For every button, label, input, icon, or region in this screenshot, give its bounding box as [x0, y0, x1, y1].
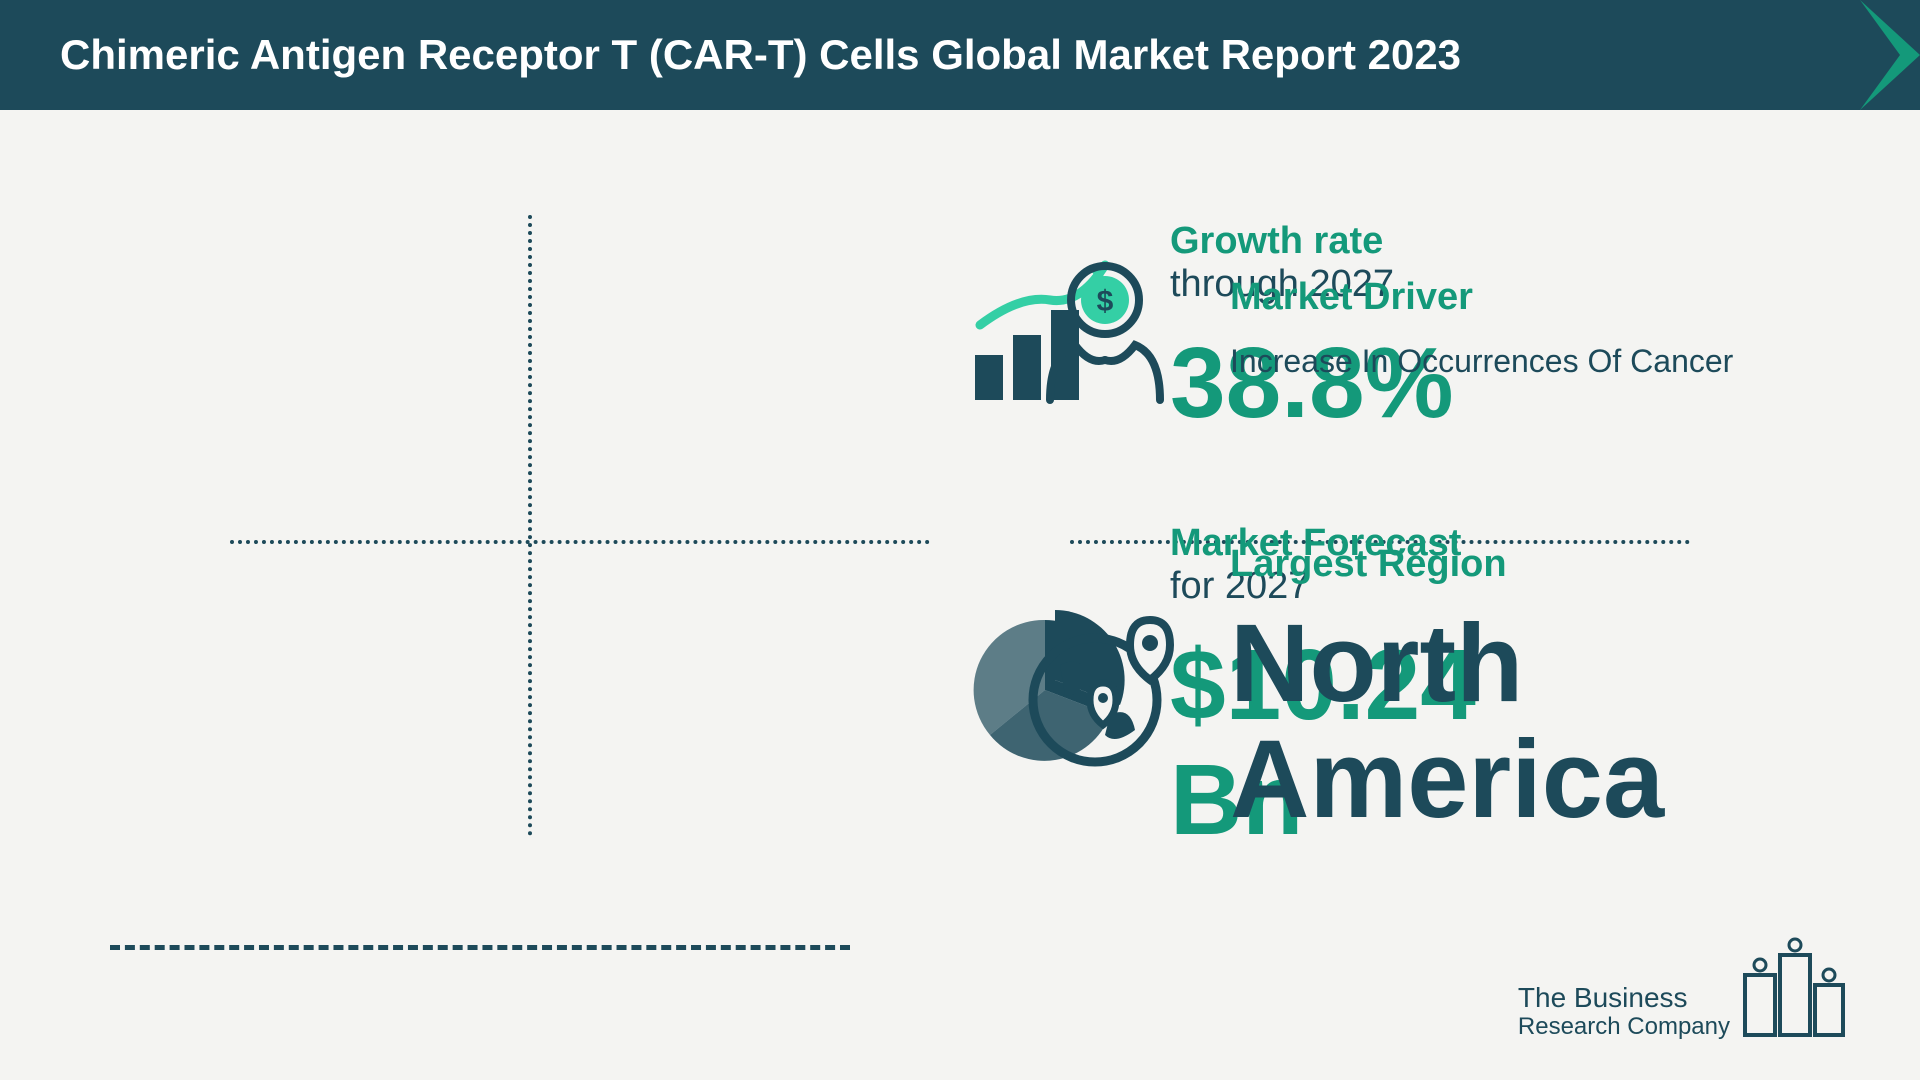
globe-pins-icon — [1020, 605, 1190, 775]
hands-coin-icon: $ — [1020, 245, 1190, 415]
driver-section: $ Market Driver Increase In Occurrences … — [1020, 180, 1780, 480]
region-value: North America — [1230, 606, 1780, 837]
region-icon — [1020, 605, 1190, 775]
report-title: Chimeric Antigen Receptor T (CAR-T) Cell… — [60, 31, 1461, 79]
content-area: Growth rate through 2027 38.8% $ — [0, 110, 1920, 1080]
header-bar: Chimeric Antigen Receptor T (CAR-T) Cell… — [0, 0, 1920, 110]
metrics-grid: Growth rate through 2027 38.8% $ — [100, 180, 1820, 870]
horizontal-divider-left — [230, 540, 930, 544]
logo-line1: The Business — [1518, 983, 1730, 1014]
vertical-divider — [528, 215, 532, 836]
region-label: Largest Region — [1230, 543, 1780, 586]
forecast-section: Market Forecast for 2027 $10.24 Bn — [960, 510, 1020, 870]
infographic-page: Chimeric Antigen Receptor T (CAR-T) Cell… — [0, 0, 1920, 1080]
driver-label: Market Driver — [1230, 276, 1733, 319]
bottom-dashed-line — [110, 945, 850, 950]
driver-description: Increase In Occurrences Of Cancer — [1230, 339, 1733, 384]
growth-section: Growth rate through 2027 38.8% — [960, 180, 1020, 480]
region-section: Largest Region North America — [1020, 510, 1780, 870]
driver-text-col: Market Driver Increase In Occurrences Of… — [1230, 276, 1733, 384]
driver-icon: $ — [1020, 245, 1190, 415]
logo-text: The Business Research Company — [1518, 983, 1730, 1040]
logo-line2: Research Company — [1518, 1014, 1730, 1040]
region-text: Largest Region North America — [1230, 543, 1780, 837]
logo-buildings-icon — [1740, 930, 1850, 1040]
header-arrow-icon — [1860, 0, 1920, 110]
svg-text:$: $ — [1097, 285, 1114, 318]
company-logo: The Business Research Company — [1518, 930, 1850, 1040]
